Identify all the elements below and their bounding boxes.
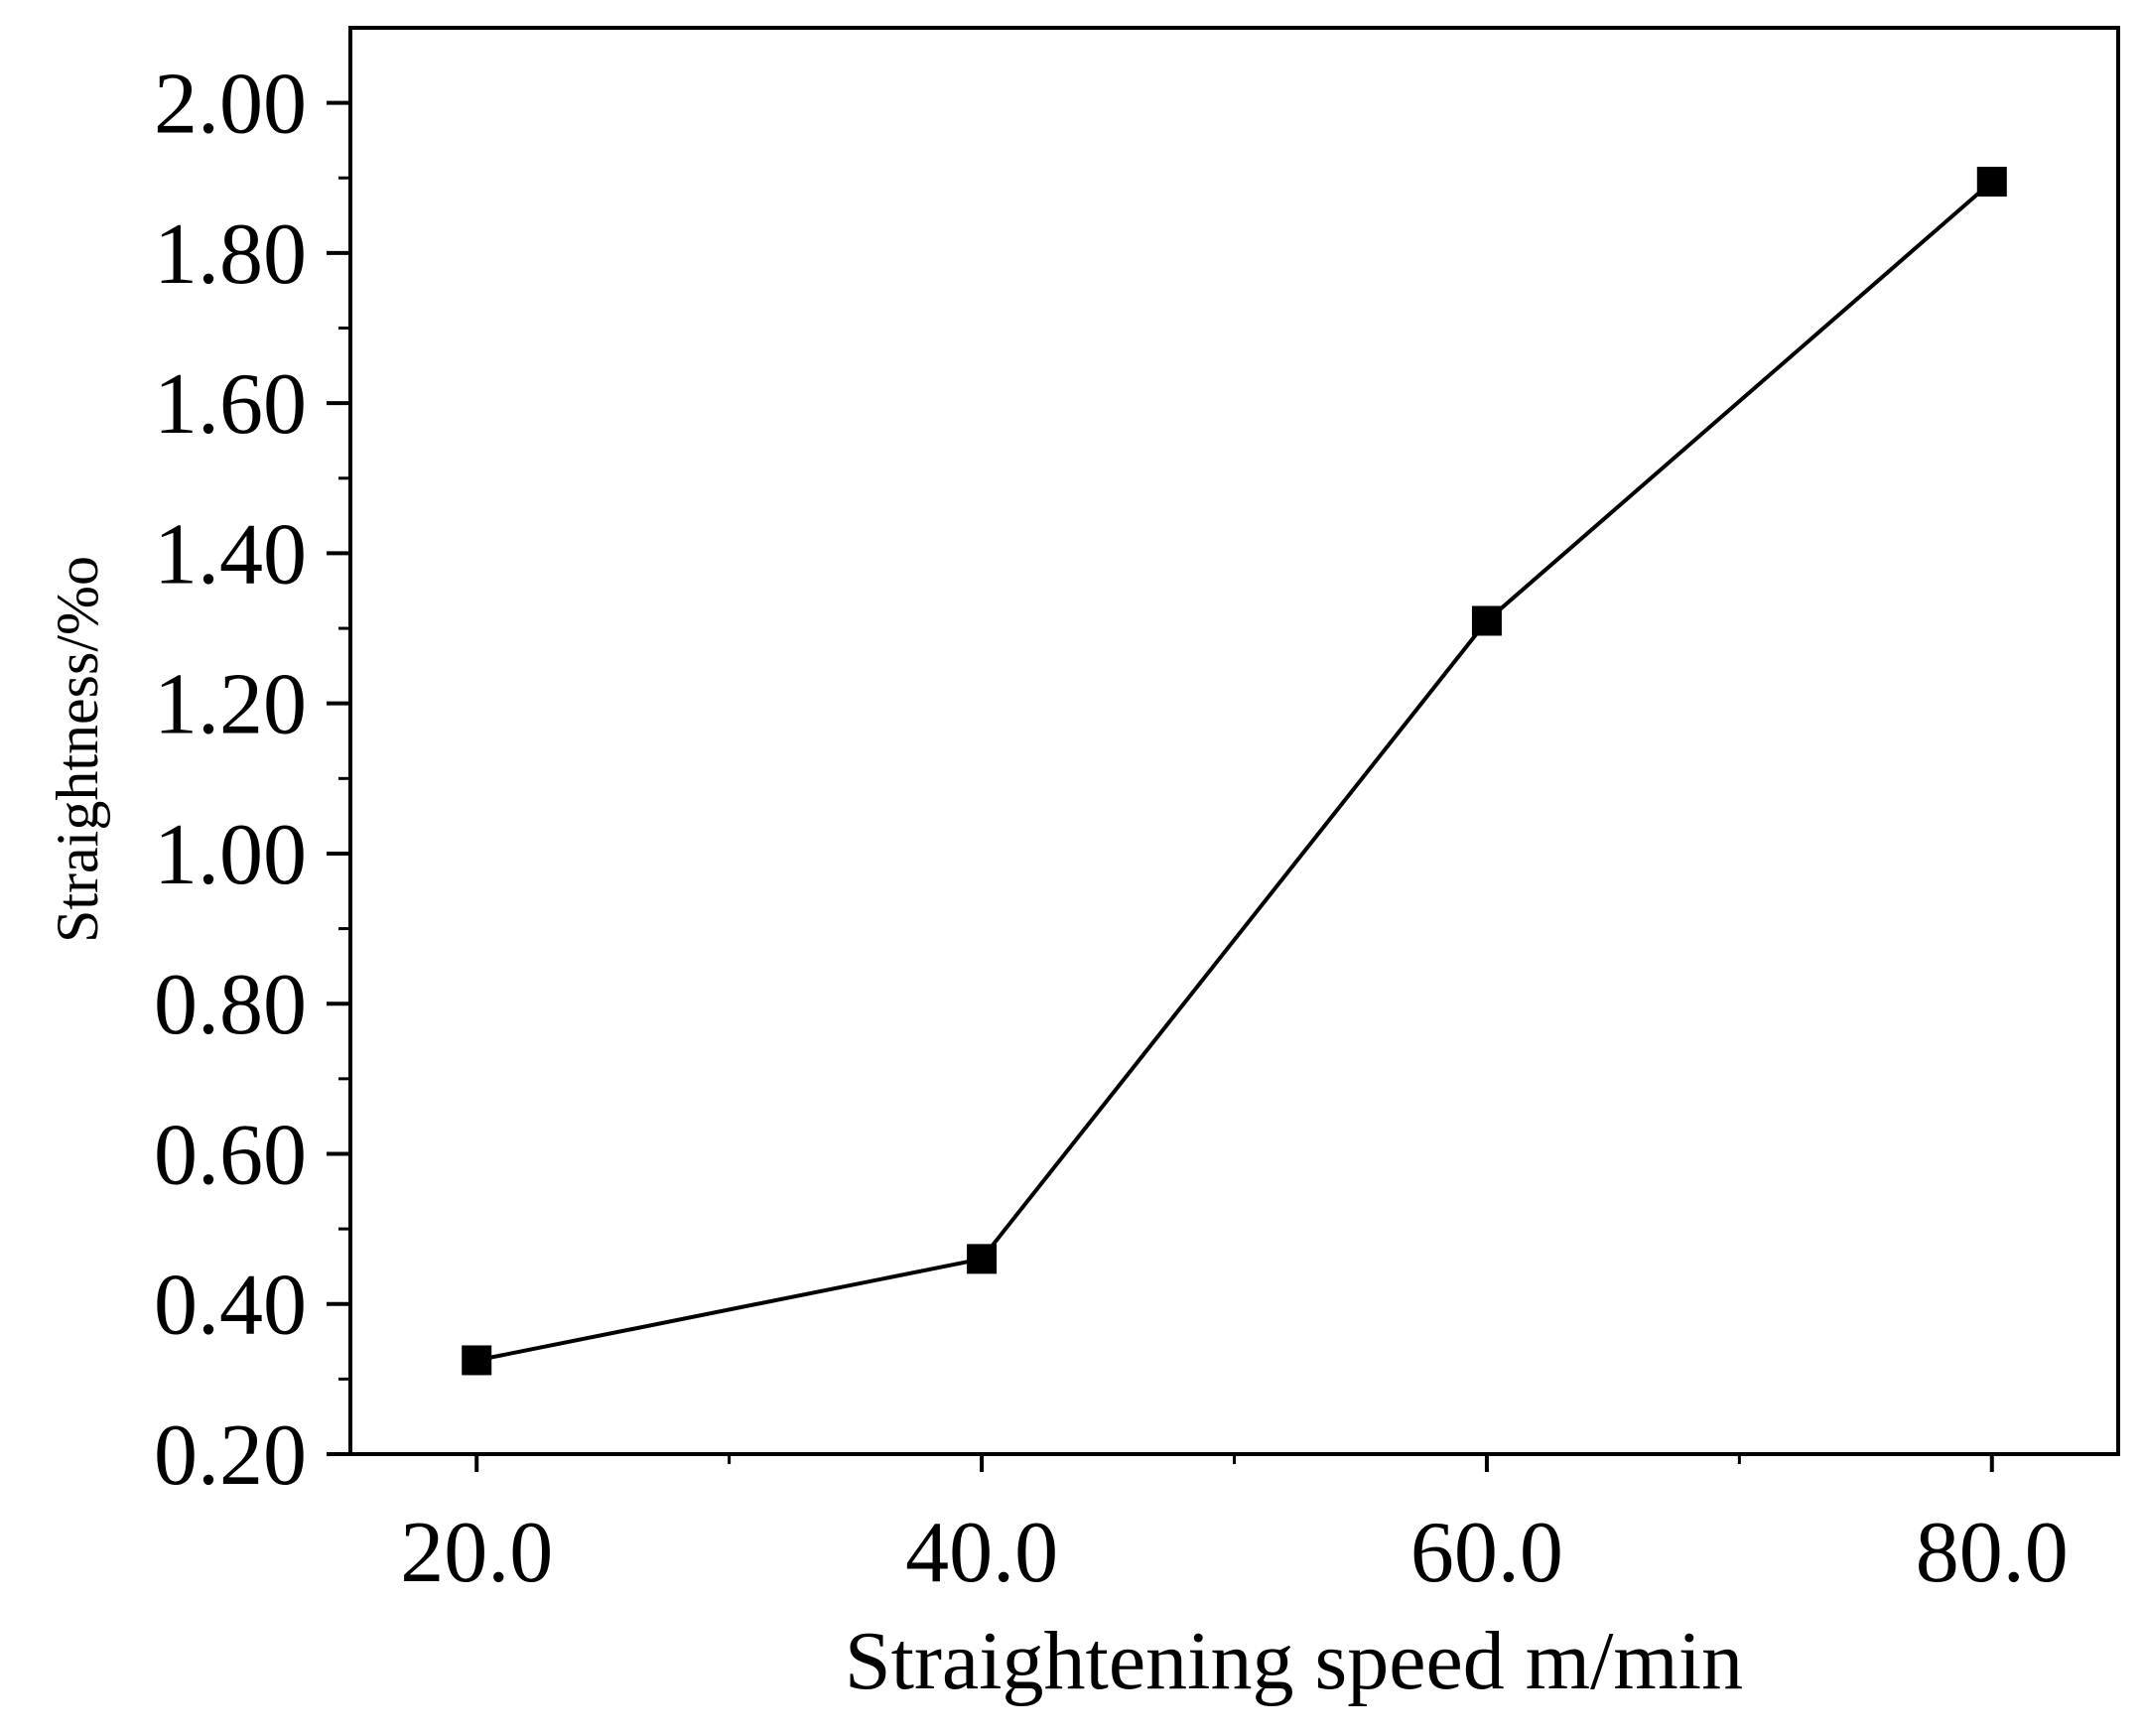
y-tick-label: 0.40	[154, 1258, 307, 1354]
y-axis-title: Straightness/%o	[45, 556, 110, 943]
y-tick-label: 1.00	[154, 807, 307, 903]
plot-frame	[348, 26, 2120, 1456]
x-tick-label: 40.0	[905, 1505, 1058, 1601]
x-tick-label: 20.0	[400, 1505, 553, 1601]
x-axis-title: Straightening speed m/min	[845, 1615, 1743, 1707]
series-line	[475, 180, 1994, 1363]
data-point-marker	[462, 1345, 492, 1376]
y-tick-label: 0.20	[154, 1407, 307, 1504]
series-layer	[462, 167, 2007, 1376]
y-tick-label: 0.80	[154, 957, 307, 1053]
y-tick-label: 1.20	[154, 657, 307, 753]
y-tick-label: 1.40	[154, 506, 307, 602]
y-tick-label: 2.00	[154, 57, 307, 153]
y-tick-label: 1.60	[154, 356, 307, 453]
data-point-marker	[967, 1244, 998, 1274]
x-tick-label: 60.0	[1410, 1505, 1563, 1601]
x-tick-label: 80.0	[1916, 1505, 2069, 1601]
y-axis-tick-labels: 0.20 0.40 0.60 0.80 1.00 1.20 1.40 1.60 1.80 2.00	[154, 57, 307, 1504]
data-point-marker	[1976, 167, 2007, 198]
x-axis-tick-labels: 20.0 40.0 60.0 80.0	[400, 1505, 2069, 1601]
data-point-marker	[1471, 605, 1502, 636]
y-tick-label: 0.60	[154, 1107, 307, 1203]
y-tick-label: 1.80	[154, 206, 307, 303]
